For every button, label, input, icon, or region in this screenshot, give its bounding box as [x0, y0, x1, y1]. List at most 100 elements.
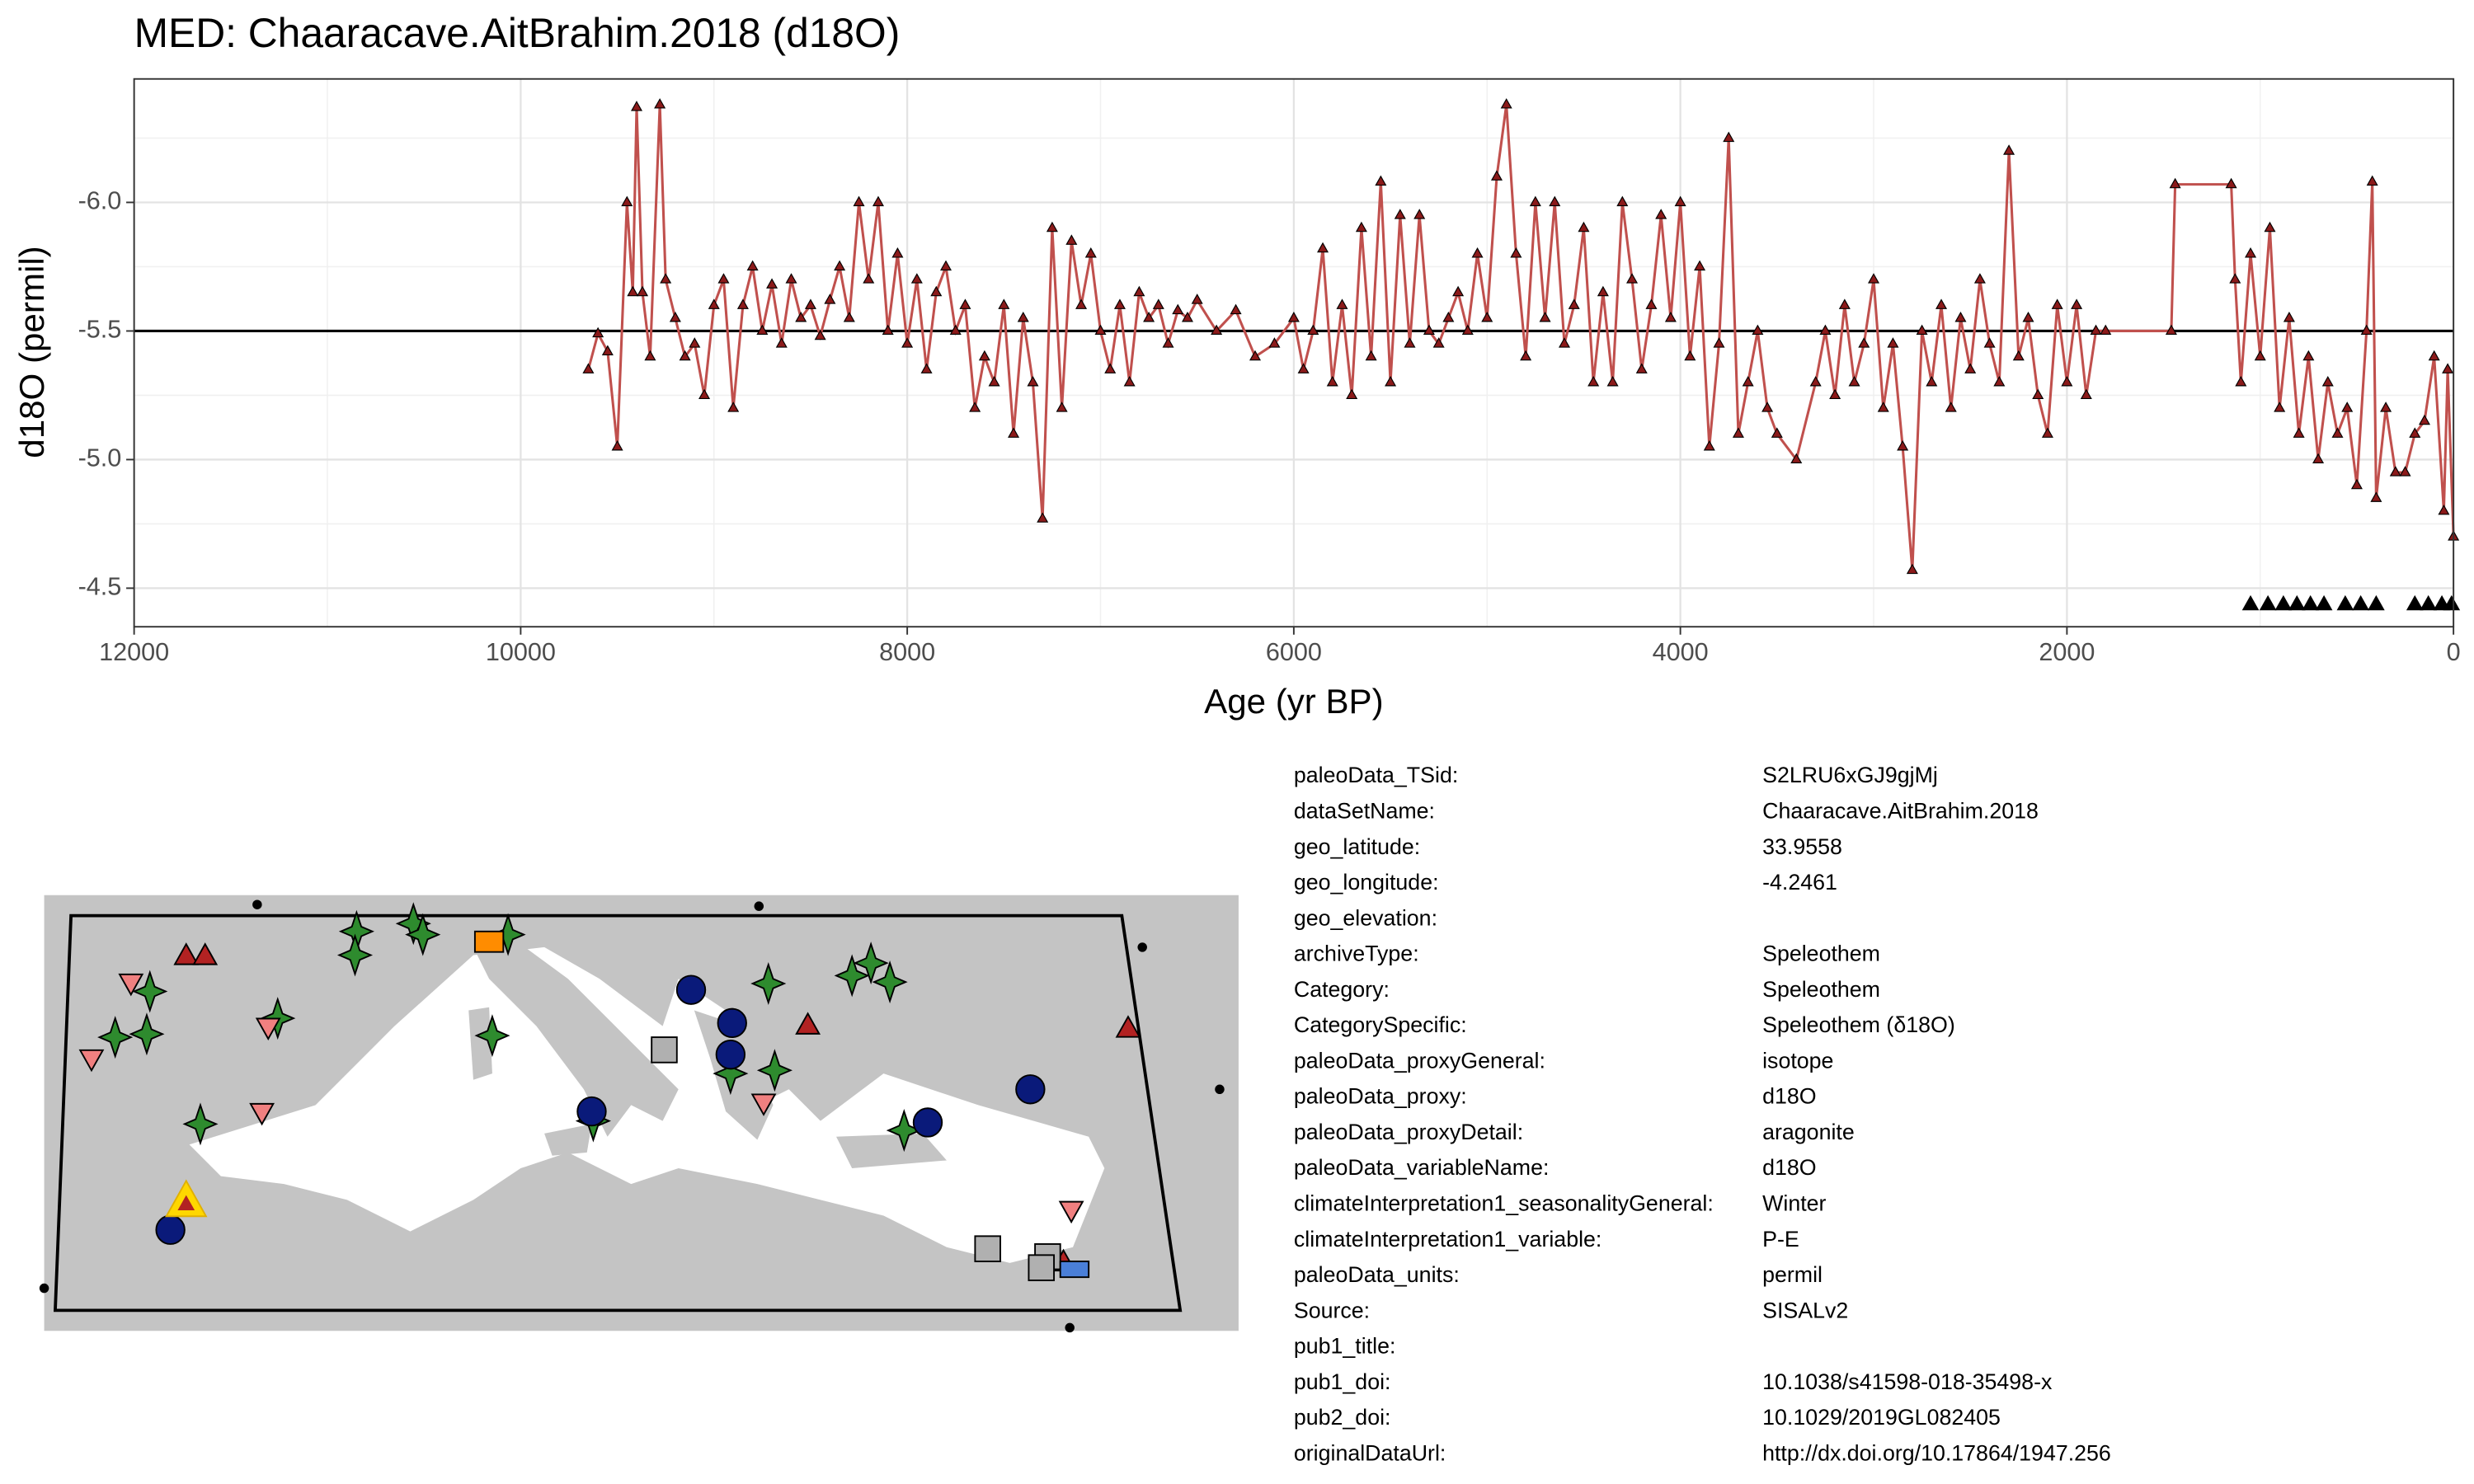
site-star: [872, 960, 908, 1004]
data-point: [1211, 324, 1223, 336]
data-point: [1287, 311, 1300, 322]
data-point: [949, 324, 962, 336]
data-point: [630, 101, 643, 111]
data-point: [1375, 175, 1387, 186]
data-point: [1703, 439, 1715, 451]
data-point: [1510, 247, 1522, 258]
data-point: [1954, 311, 1967, 322]
map-frame: [53, 913, 1183, 1313]
site-triangle-down: [118, 973, 144, 997]
data-point: [1191, 294, 1203, 304]
data-point: [1664, 311, 1677, 322]
site-circle: [675, 974, 707, 1005]
data-point: [1848, 375, 1860, 387]
data-point: [2264, 221, 2276, 232]
meta-key: Source:: [1294, 1298, 1370, 1322]
data-point: [1355, 221, 1367, 232]
data-point: [1964, 363, 1977, 373]
data-point: [1645, 298, 1658, 309]
data-point: [766, 278, 778, 289]
data-point: [1123, 375, 1136, 387]
data-point: [1723, 131, 1735, 143]
meta-key: climateInterpretation1_seasonalityGenera…: [1294, 1191, 1714, 1216]
data-point: [669, 311, 681, 322]
data-point: [2003, 144, 2015, 155]
data-point: [939, 260, 952, 271]
data-point: [1819, 324, 1832, 336]
site-square: [974, 1235, 1001, 1262]
data-point: [698, 388, 711, 400]
x-tick-label: 0: [2447, 638, 2461, 666]
data-point: [679, 350, 691, 361]
data-point: [2380, 402, 2392, 412]
bottom-marker: [2315, 594, 2333, 611]
meta-key: archiveType:: [1294, 942, 1419, 966]
meta-value: P-E: [1762, 1227, 1799, 1252]
corner-dot: [1137, 942, 1147, 952]
data-point: [1037, 512, 1049, 523]
data-point: [882, 324, 894, 336]
meta-key: CategorySpecific:: [1294, 1012, 1467, 1037]
meta-key: pub1_doi:: [1294, 1369, 1391, 1394]
data-point: [2235, 375, 2247, 387]
italy: [473, 944, 679, 1137]
data-point: [1587, 375, 1600, 387]
sicily: [544, 1124, 592, 1156]
site-triangle-up: [192, 942, 219, 965]
bottom-marker: [2302, 594, 2320, 611]
data-point: [1336, 298, 1348, 309]
site-star: [713, 1052, 749, 1096]
data-point: [1684, 350, 1696, 361]
site-circle: [912, 1107, 943, 1138]
data-point: [2080, 388, 2092, 400]
site-triangle-down: [78, 1049, 105, 1073]
data-point: [2274, 402, 2286, 412]
data-point: [2012, 350, 2025, 361]
data-point: [1897, 439, 1909, 451]
meta-value: 33.9558: [1762, 834, 1842, 859]
data-point: [1549, 195, 1561, 207]
data-point: [1858, 337, 1870, 348]
data-point: [1065, 234, 1078, 245]
site-star: [129, 1012, 165, 1056]
data-point: [2438, 504, 2450, 515]
data-point: [621, 195, 633, 207]
bottom-marker: [2443, 594, 2461, 611]
data-point: [1317, 242, 1329, 253]
data-point: [2061, 375, 2073, 387]
data-point: [2041, 427, 2053, 438]
data-point: [872, 195, 884, 207]
data-point: [1423, 324, 1435, 336]
data-point: [1056, 402, 1068, 412]
x-tick-label: 6000: [1266, 638, 1322, 666]
meta-value: http://dx.doi.org/10.17864/1947.256: [1762, 1440, 2111, 1465]
data-point: [2225, 177, 2237, 189]
data-point: [891, 247, 904, 258]
meta-key: climateInterpretation1_variable:: [1294, 1227, 1602, 1252]
data-point: [1867, 273, 1880, 284]
y-tick-label: -6.0: [78, 187, 122, 215]
meta-value: Winter: [1762, 1191, 1826, 1216]
data-point: [1442, 311, 1455, 322]
data-point: [1906, 563, 1918, 575]
meta-key: Category:: [1294, 977, 1390, 1002]
site-star: [750, 961, 787, 1005]
data-point: [1181, 311, 1193, 322]
y-tick-label: -4.5: [78, 573, 122, 601]
meta-key: paleoData_proxy:: [1294, 1084, 1467, 1109]
data-point: [1500, 98, 1512, 109]
meta-value: permil: [1762, 1262, 1823, 1287]
x-tick-label: 8000: [879, 638, 935, 666]
meta-value: -4.2461: [1762, 870, 1837, 895]
data-point: [2071, 298, 2083, 309]
data-point: [1578, 221, 1590, 232]
data-point: [1626, 273, 1639, 284]
y-tick-label: -5.0: [78, 444, 122, 472]
data-point: [1732, 427, 1744, 438]
data-point: [2321, 375, 2334, 387]
meta-key: geo_latitude:: [1294, 834, 1420, 859]
bottom-marker: [2336, 594, 2354, 611]
chart-title: MED: Chaaracave.AitBrahim.2018 (d18O): [134, 10, 901, 56]
